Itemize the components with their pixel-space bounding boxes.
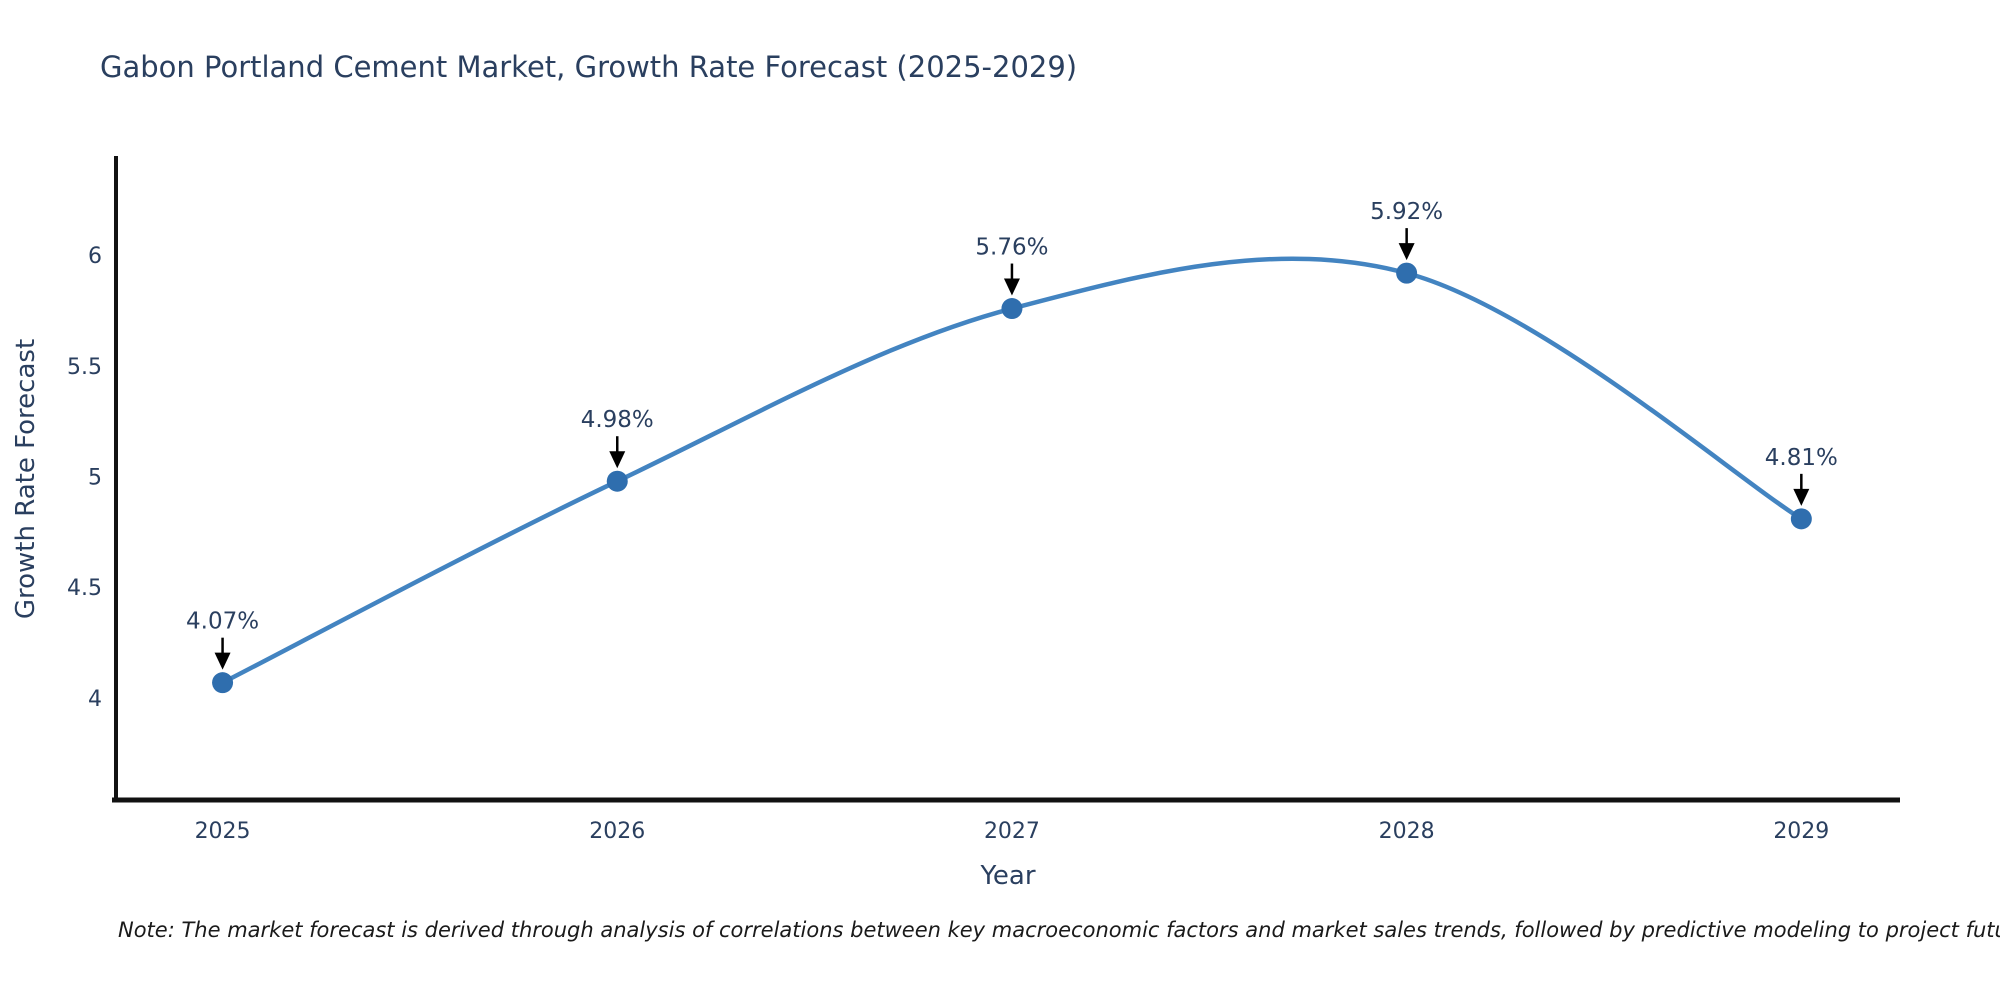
chart-title: Gabon Portland Cement Market, Growth Rat… <box>100 50 1078 84</box>
annotation-arrowhead <box>1398 243 1415 261</box>
data-label: 4.81% <box>1765 445 1838 471</box>
data-label: 5.92% <box>1370 199 1443 225</box>
x-tick-label: 2027 <box>984 819 1040 844</box>
y-axis-title: Growth Rate Forecast <box>11 339 41 619</box>
x-tick-label: 2028 <box>1379 819 1435 844</box>
data-point-2029[interactable] <box>1790 508 1812 530</box>
data-point-2025[interactable] <box>212 672 234 694</box>
data-point-2028[interactable] <box>1396 262 1418 284</box>
y-tick-label: 4 <box>88 687 102 712</box>
data-label: 5.76% <box>975 235 1048 261</box>
x-tick-label: 2026 <box>589 819 645 844</box>
annotation-arrowhead <box>1003 278 1020 296</box>
x-tick-label: 2029 <box>1773 819 1829 844</box>
y-tick-label: 4.5 <box>67 576 102 601</box>
data-label: 4.98% <box>581 407 654 433</box>
annotation-arrowhead <box>1793 488 1810 506</box>
data-point-2027[interactable] <box>1001 298 1023 320</box>
annotation-arrowhead <box>609 451 626 469</box>
x-tick-label: 2025 <box>195 819 251 844</box>
footnote: Note: The market forecast is derived thr… <box>118 918 2000 942</box>
y-tick-label: 6 <box>88 244 102 269</box>
y-tick-label: 5 <box>88 465 102 490</box>
data-point-2026[interactable] <box>606 470 628 492</box>
data-label: 4.07% <box>186 609 259 635</box>
annotation-arrowhead <box>214 652 231 670</box>
x-axis-title: Year <box>979 861 1035 891</box>
y-tick-label: 5.5 <box>67 355 102 380</box>
forecast-line <box>220 256 1804 685</box>
